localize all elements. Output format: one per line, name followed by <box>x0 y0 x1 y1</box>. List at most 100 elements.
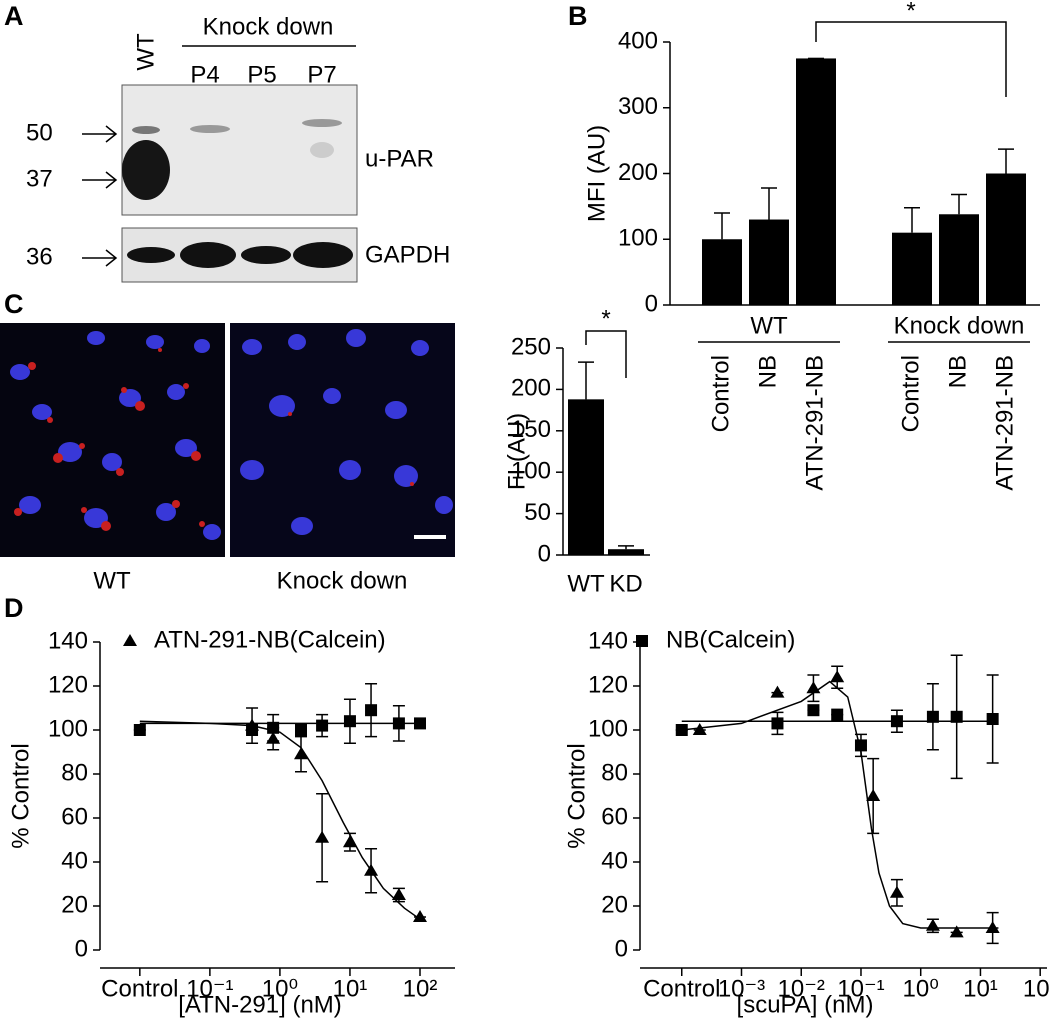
x-tick-label: 10¹ <box>333 975 368 1002</box>
bar <box>702 239 742 305</box>
x-tick-label: 10⁰ <box>262 975 298 1002</box>
y-tick-label: 0 <box>75 935 88 962</box>
fit-curve <box>139 720 421 920</box>
marker <box>830 670 845 683</box>
marker-label: 50 <box>26 119 53 146</box>
x-tick-label: 10² <box>1023 975 1050 1002</box>
significance-label: * <box>601 305 610 332</box>
marker <box>294 724 307 736</box>
marker <box>771 717 784 730</box>
legend-label: ATN-291-NB(Calcein) <box>154 626 386 653</box>
x-tick-label: 10¹ <box>963 975 998 1002</box>
marker <box>831 708 844 721</box>
bar <box>749 219 789 305</box>
x-tick-label: 10² <box>403 975 438 1002</box>
marker <box>985 921 1000 933</box>
significance-bracket <box>585 330 627 378</box>
marker <box>364 863 379 876</box>
y-tick-label: 20 <box>601 891 628 918</box>
band <box>241 246 291 264</box>
image <box>230 323 455 557</box>
marker <box>675 724 688 736</box>
y-tick-label: 50 <box>524 499 551 526</box>
error-bar <box>618 545 634 550</box>
marker-label: 36 <box>26 243 53 270</box>
error-bar <box>714 212 730 240</box>
red-stain <box>14 348 414 531</box>
legend-label: NB(Calcein) <box>666 626 795 653</box>
marker <box>889 885 904 898</box>
bar <box>568 399 604 555</box>
bar <box>939 214 979 305</box>
x-tick-label: 10⁻³ <box>718 975 765 1002</box>
y-tick-label: 250 <box>511 333 551 360</box>
x-tick-label: Control <box>897 355 924 432</box>
y-tick-label: 20 <box>61 891 88 918</box>
y-tick-label: 120 <box>48 671 88 698</box>
marker <box>986 713 999 725</box>
y-tick-label: 0 <box>538 540 551 567</box>
western-blot: WT Knock down P4 P5 P7 50 37 36 u-PAR GA… <box>26 13 450 283</box>
lane-label: P4 <box>190 61 219 88</box>
y-tick-label: 140 <box>48 627 88 654</box>
x-axis-label: [scuPA] (nM) <box>737 991 874 1018</box>
y-tick-label: 60 <box>601 803 628 830</box>
y-tick-label: 0 <box>615 935 628 962</box>
marker <box>246 724 259 736</box>
group-label: WT <box>750 312 788 339</box>
group-label: Knock down <box>894 312 1025 339</box>
marker <box>365 704 378 717</box>
y-tick-label: 40 <box>61 847 88 874</box>
marker <box>293 747 308 760</box>
y-tick-label: 150 <box>511 416 551 443</box>
x-tick-label: Control <box>707 355 734 432</box>
x-axis-label: [ATN-291] (nM) <box>178 991 342 1018</box>
target-label: u-PAR <box>365 145 434 172</box>
band <box>293 242 353 268</box>
x-tick-label: WT <box>567 570 605 597</box>
marker <box>315 830 330 843</box>
image-label: Knock down <box>277 567 408 594</box>
band <box>127 247 175 263</box>
y-axis-label: MFI (AU) <box>583 125 610 222</box>
error-bar <box>951 193 967 215</box>
x-tick-label: KD <box>609 570 642 597</box>
significance-bracket <box>815 21 1007 97</box>
marker <box>414 717 427 730</box>
x-tick-label: 10⁻¹ <box>186 975 233 1002</box>
microscopy: WT Knock down <box>0 323 455 594</box>
x-tick-label: 10⁻² <box>778 975 825 1002</box>
lane-label: P5 <box>247 61 276 88</box>
bar <box>796 58 836 305</box>
error-bar <box>761 187 777 220</box>
marker <box>950 710 963 723</box>
bar <box>986 173 1026 305</box>
x-tick-label: 10⁻¹ <box>837 975 884 1002</box>
band <box>310 142 334 158</box>
x-tick-label: NB <box>754 355 781 388</box>
band <box>180 242 236 268</box>
y-tick-label: 100 <box>618 225 658 252</box>
arrow <box>82 125 118 267</box>
x-tick-label: NB <box>944 355 971 388</box>
lane-label: WT <box>132 33 159 71</box>
panel-letter: C <box>4 289 24 319</box>
marker <box>413 910 428 922</box>
legend-marker <box>123 634 137 646</box>
bar <box>608 549 644 555</box>
y-tick-label: 300 <box>618 93 658 120</box>
y-axis-label: FI (AU) <box>503 413 530 490</box>
y-tick-label: 80 <box>601 759 628 786</box>
marker <box>806 681 821 694</box>
y-tick-label: 140 <box>588 627 628 654</box>
lane-label: P7 <box>307 61 336 88</box>
marker <box>807 704 820 717</box>
y-tick-label: 80 <box>61 759 88 786</box>
marker <box>925 918 940 931</box>
error-bar <box>904 206 920 233</box>
y-tick-label: 400 <box>618 27 658 54</box>
y-tick-label: 200 <box>511 375 551 402</box>
marker <box>342 835 357 848</box>
target-label: GAPDH <box>365 241 450 268</box>
y-tick-label: 200 <box>618 159 658 186</box>
